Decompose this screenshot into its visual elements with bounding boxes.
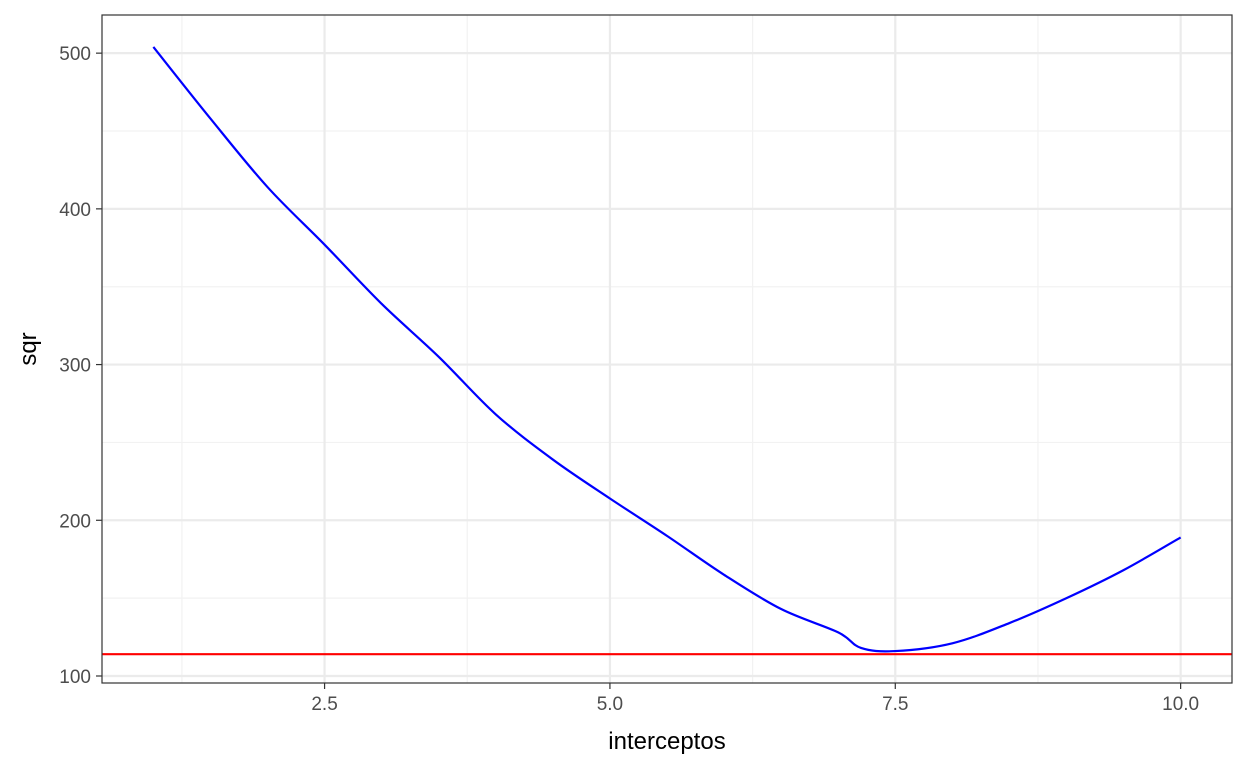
y-tick-label: 500 [59,44,91,65]
y-tick-label: 100 [59,667,91,688]
y-axis-title: sqr [15,332,42,365]
y-axis: 100 200 300 400 500 [59,44,102,688]
x-tick-label: 2.5 [311,694,337,715]
grid-minor [102,15,1232,683]
x-axis-title: interceptos [608,728,725,755]
y-tick-label: 300 [59,356,91,377]
grid-major [102,15,1232,683]
y-tick-label: 400 [59,200,91,221]
x-tick-label: 7.5 [882,694,908,715]
x-tick-label: 10.0 [1162,694,1199,715]
x-axis: 2.5 5.0 7.5 10.0 [311,683,1199,715]
series-layer [152,46,1182,653]
series-line [152,46,1182,653]
panel-background [102,15,1232,683]
y-tick-label: 200 [59,511,91,532]
panel-border [101,14,1233,684]
x-tick-label: 5.0 [597,694,623,715]
